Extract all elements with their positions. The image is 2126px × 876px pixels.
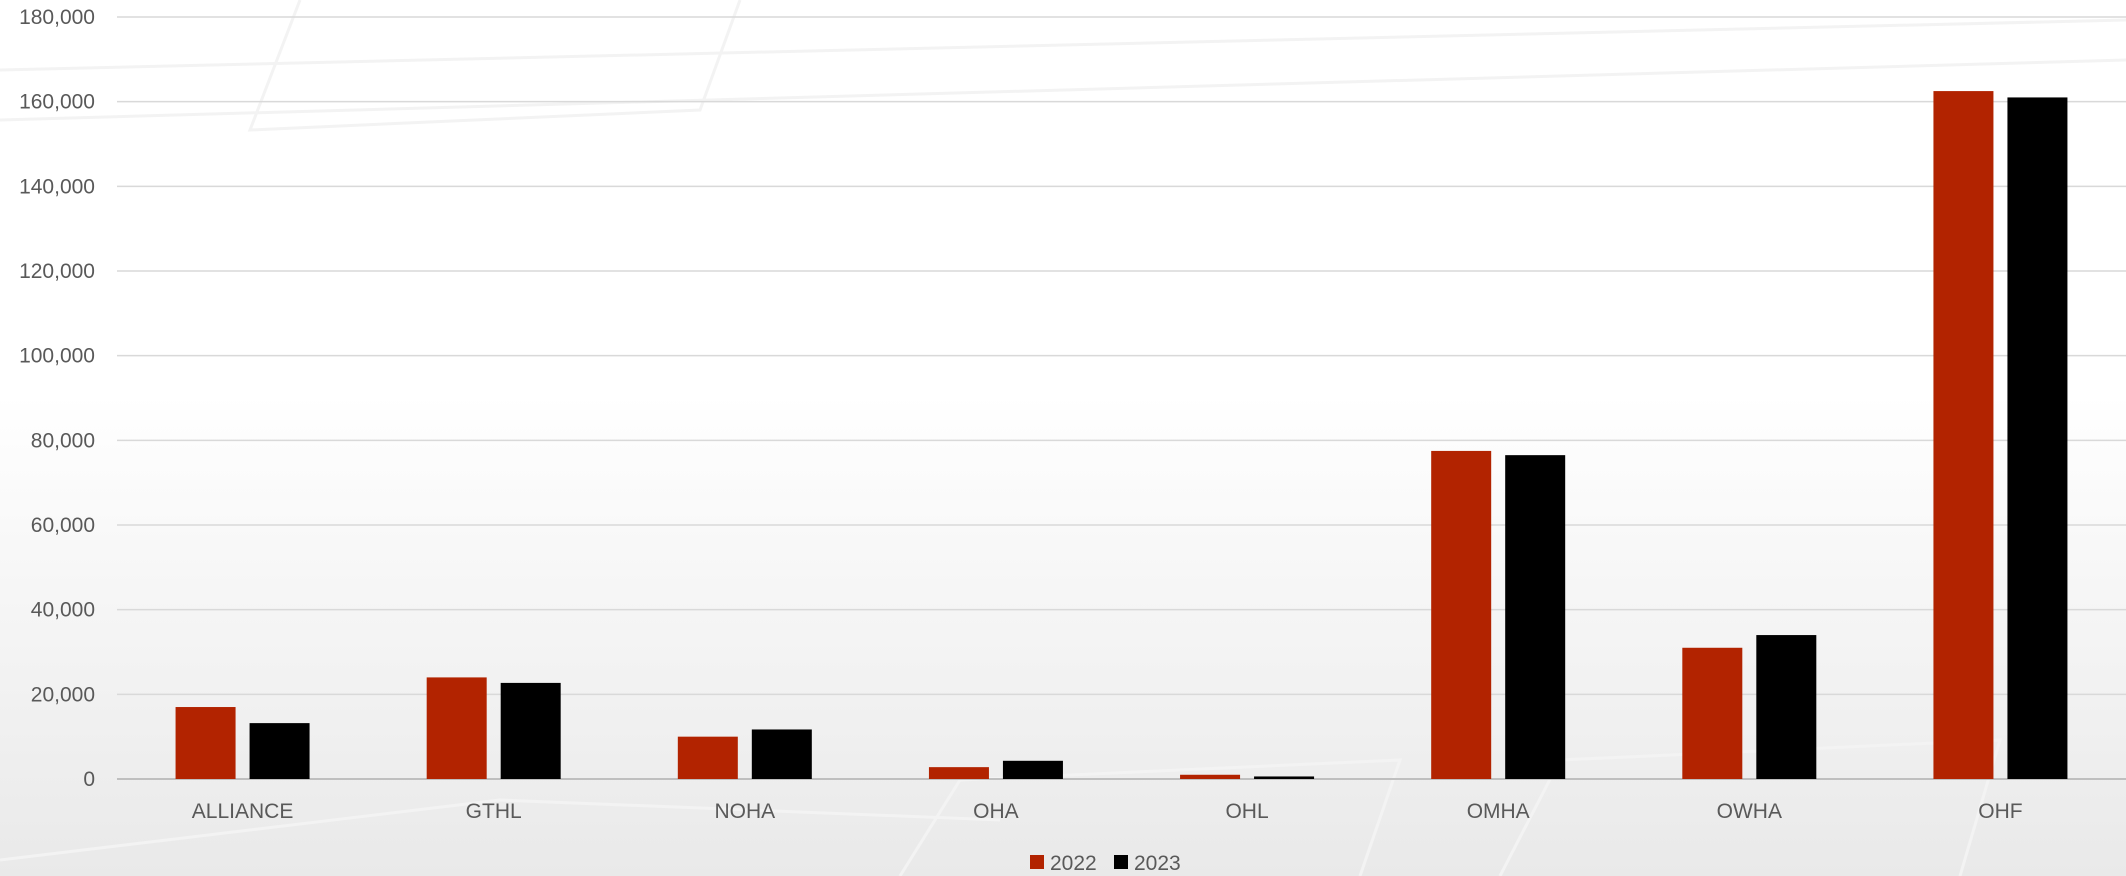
y-tick-label: 160,000 (19, 91, 95, 114)
bar-2023-owha (1756, 635, 1817, 779)
bar-2022-alliance (175, 707, 236, 779)
bar-2023-ohf (2007, 97, 2068, 779)
y-tick-label: 20,000 (31, 683, 95, 706)
y-tick-label: 80,000 (31, 429, 95, 452)
x-tick-label: NOHA (714, 800, 775, 823)
bars (175, 91, 2068, 780)
y-tick-label: 0 (83, 768, 95, 791)
bar-2022-gthl (426, 677, 487, 779)
y-tick-label: 40,000 (31, 599, 95, 622)
x-axis: ALLIANCE GTHL NOHA OHA OHL OMHA OWHA OHF (192, 800, 2023, 823)
bar-2023-ohl (1254, 776, 1315, 779)
x-tick-label: OHF (1978, 800, 2022, 823)
bar-2023-omha (1505, 455, 1566, 779)
bar-2022-oha (928, 767, 989, 779)
y-tick-label: 120,000 (19, 260, 95, 283)
y-tick-label: 140,000 (19, 175, 95, 198)
x-tick-label: GTHL (466, 800, 522, 823)
bar-2023-oha (1002, 760, 1063, 779)
bar-2023-gthl (500, 682, 561, 779)
gridlines (117, 16, 2126, 780)
x-tick-label: ALLIANCE (192, 800, 294, 823)
legend-swatch-2023 (1114, 855, 1128, 869)
legend-label-2022: 2022 (1050, 852, 1097, 875)
bar-2022-noha (677, 736, 738, 779)
bar-2023-noha (751, 729, 812, 779)
y-tick-label: 180,000 (19, 6, 95, 29)
x-tick-label: OWHA (1717, 800, 1782, 823)
bar-2022-omha (1431, 450, 1492, 779)
bar-2022-ohl (1180, 774, 1241, 779)
bar-2023-alliance (249, 723, 310, 779)
bar-2022-owha (1682, 647, 1743, 779)
x-tick-label: OHL (1225, 800, 1268, 823)
legend-swatch-2022 (1030, 855, 1044, 869)
legend-label-2023: 2023 (1134, 852, 1181, 875)
x-tick-label: OHA (973, 800, 1019, 823)
x-tick-label: OMHA (1467, 800, 1530, 823)
y-axis: 0 20,000 40,000 60,000 80,000 100,000 120,000 1… (19, 6, 95, 791)
y-tick-label: 100,000 (19, 345, 95, 368)
bar-2022-ohf (1933, 91, 1994, 780)
legend: 2022 2023 (1030, 852, 1181, 875)
y-tick-label: 60,000 (31, 514, 95, 537)
